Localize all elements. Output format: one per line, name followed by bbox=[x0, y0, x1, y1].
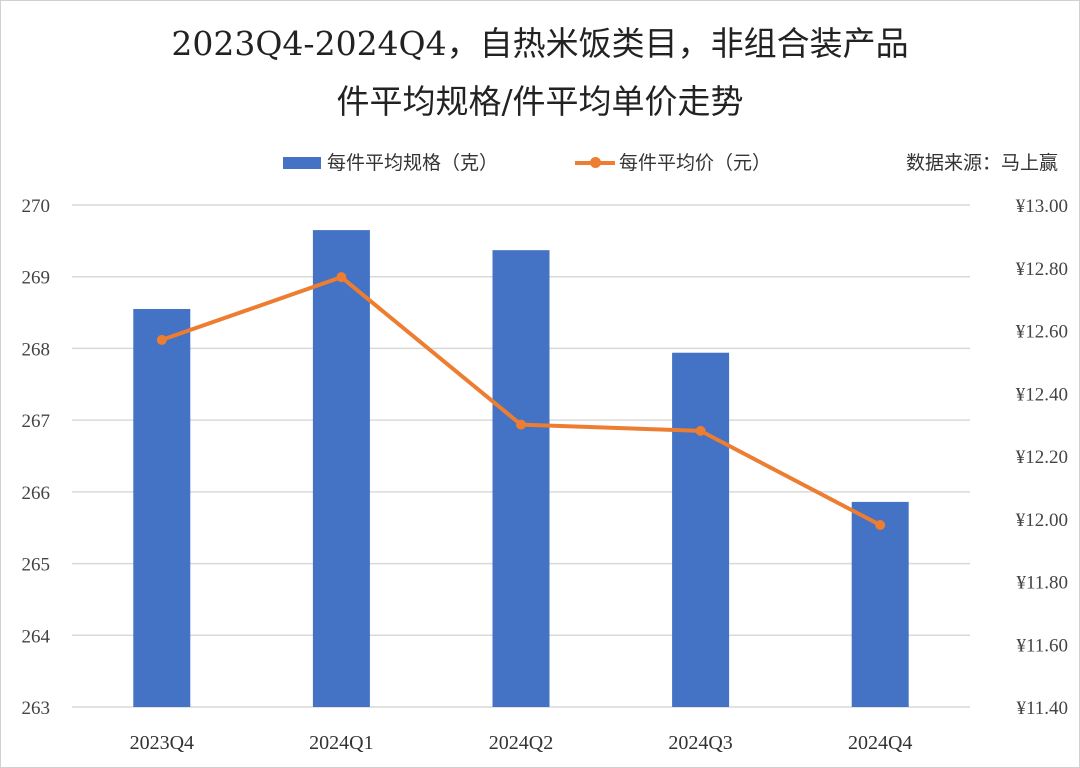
y-left-tick-label: 270 bbox=[22, 196, 51, 217]
y-right-tick-label: ¥11.60 bbox=[1016, 635, 1068, 656]
y-left-tick-label: 266 bbox=[22, 483, 51, 504]
y-left-tick-label: 263 bbox=[22, 698, 51, 719]
y-right-tick-label: ¥11.40 bbox=[1016, 698, 1068, 719]
chart-subtitle: 件平均规格/件平均单价走势 bbox=[336, 82, 744, 121]
legend-item-line: 每件平均价（元） bbox=[575, 150, 815, 176]
legend-label-line: 每件平均价（元） bbox=[619, 152, 772, 174]
x-tick-label: 2023Q4 bbox=[130, 732, 194, 754]
y-right-tick-label: ¥11.80 bbox=[1016, 573, 1068, 594]
price-point bbox=[336, 272, 347, 283]
legend-item-bar: 每件平均规格（克） bbox=[283, 150, 543, 176]
legend-bar-swatch bbox=[283, 157, 321, 169]
y-right-tick-label: ¥12.00 bbox=[1016, 510, 1068, 531]
bar bbox=[492, 250, 550, 707]
bar bbox=[672, 352, 730, 707]
price-point bbox=[516, 419, 526, 430]
x-tick-label: 2024Q1 bbox=[309, 732, 373, 754]
y-right-tick-label: ¥12.60 bbox=[1016, 322, 1068, 343]
y-right-tick-label: ¥13.00 bbox=[1016, 196, 1068, 217]
x-tick-label: 2024Q3 bbox=[668, 732, 732, 754]
legend-line-swatch bbox=[575, 157, 615, 168]
y-left-tick-label: 264 bbox=[22, 626, 51, 647]
price-point bbox=[156, 334, 167, 345]
bar bbox=[133, 308, 191, 707]
price-point bbox=[695, 425, 706, 436]
y-left-tick-label: 269 bbox=[22, 268, 51, 289]
chart-title: 2023Q4-2024Q4，自热米饭类目，非组合装产品 bbox=[171, 24, 909, 63]
y-left-tick-label: 265 bbox=[22, 555, 51, 576]
bar bbox=[851, 501, 909, 707]
y-right-tick-label: ¥12.40 bbox=[1016, 384, 1068, 405]
y-left-tick-label: 268 bbox=[22, 339, 51, 360]
bar bbox=[312, 230, 370, 707]
x-tick-label: 2024Q2 bbox=[489, 732, 553, 754]
y-right-tick-label: ¥12.80 bbox=[1016, 259, 1068, 280]
legend-label-bar: 每件平均规格（克） bbox=[327, 152, 499, 174]
x-tick-label: 2024Q4 bbox=[848, 732, 912, 754]
y-right-tick-label: ¥12.20 bbox=[1016, 447, 1068, 468]
price-point bbox=[875, 520, 886, 531]
data-source-note: 数据来源：马上赢 bbox=[905, 152, 1058, 174]
y-left-tick-label: 267 bbox=[22, 411, 51, 432]
